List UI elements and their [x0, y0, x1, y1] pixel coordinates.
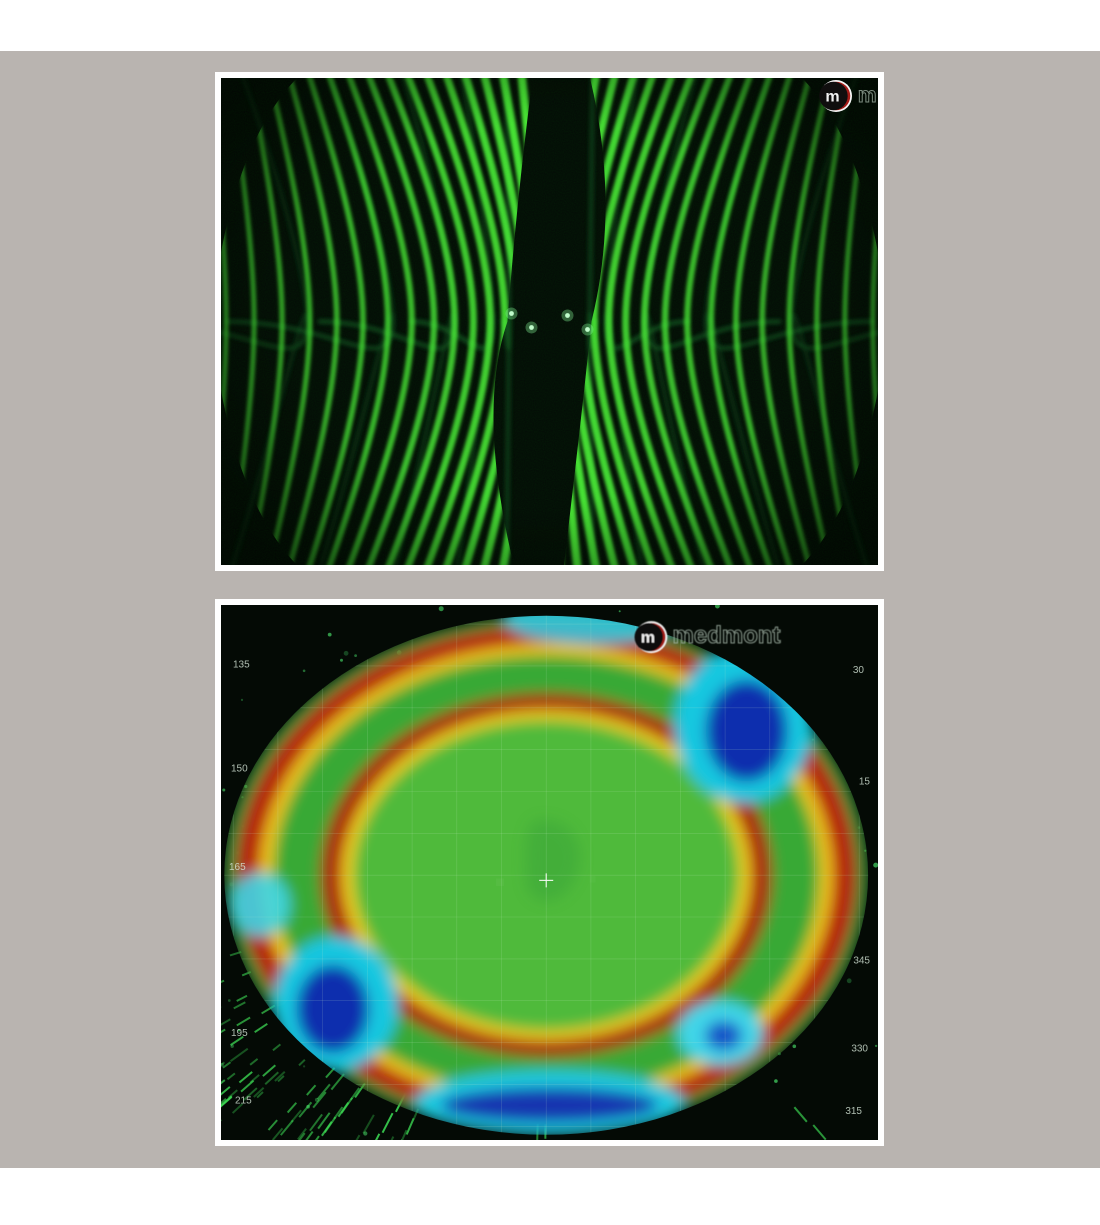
svg-text:315: 315 — [845, 1106, 862, 1117]
svg-text:150: 150 — [231, 763, 248, 774]
svg-text:m: m — [825, 88, 839, 105]
svg-text:215: 215 — [235, 1096, 252, 1107]
svg-text:165: 165 — [229, 862, 246, 873]
svg-text:m: m — [641, 629, 655, 646]
svg-text:135: 135 — [233, 660, 250, 671]
svg-text:30: 30 — [853, 665, 865, 676]
svg-text:345: 345 — [853, 955, 870, 966]
svg-text:195: 195 — [231, 1028, 248, 1039]
svg-text:m: m — [858, 84, 877, 107]
svg-text:medmont: medmont — [673, 622, 781, 649]
svg-text:330: 330 — [851, 1044, 868, 1055]
svg-text:15: 15 — [859, 776, 871, 787]
